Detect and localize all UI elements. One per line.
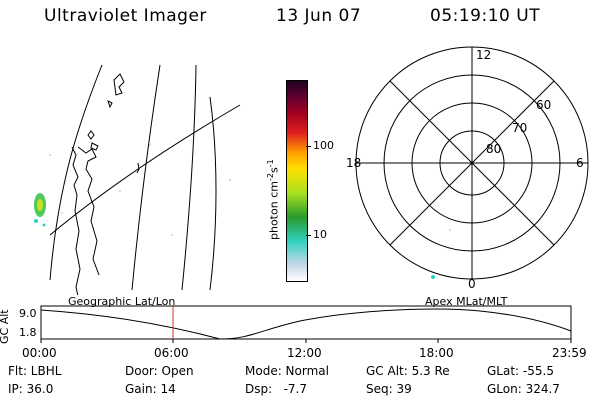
lat-label-70: 70 xyxy=(512,121,527,135)
geographic-image xyxy=(34,64,241,295)
polar-plot: 12 18 6 0 60 70 80 xyxy=(346,46,589,291)
observation-time: 05:19:10 UT xyxy=(430,6,541,26)
mlt-label-12: 12 xyxy=(476,48,491,62)
alt-tick-1-8: 1.8 xyxy=(19,326,37,339)
x-tick-2359: 23:59 xyxy=(552,346,587,360)
lat-lon-grid xyxy=(49,64,241,291)
x-tick-0600: 06:00 xyxy=(154,346,189,360)
info-dsp: Dsp: -7.7 xyxy=(245,382,308,396)
x-tick-1800: 18:00 xyxy=(419,346,454,360)
x-tick-1200: 12:00 xyxy=(287,346,322,360)
info-glon: GLon: 324.7 xyxy=(487,382,560,396)
colorbar-tick-100 xyxy=(306,146,311,147)
x-tick-0000: 00:00 xyxy=(22,346,57,360)
info-seq: Seq: 39 xyxy=(366,382,412,396)
instrument-title: Ultraviolet Imager xyxy=(44,6,207,26)
alt-tick-9: 9.0 xyxy=(19,307,37,320)
polar-emission-speck xyxy=(449,229,451,231)
mlt-label-0: 0 xyxy=(468,277,476,291)
info-door: Door: Open xyxy=(125,364,194,378)
colorbar-label-10: 10 xyxy=(313,228,327,241)
altitude-plot xyxy=(40,305,572,343)
colorbar-tick-10 xyxy=(306,235,311,236)
info-flt: Flt: LBHL xyxy=(8,364,62,378)
colorbar-label-100: 100 xyxy=(313,139,334,152)
mlt-label-18: 18 xyxy=(346,156,361,170)
geographic-label: Geographic Lat/Lon xyxy=(68,295,176,308)
colorbar xyxy=(286,80,308,282)
apex-label: Apex MLat/MLT xyxy=(425,295,508,308)
aurora-emission xyxy=(34,144,231,236)
altitude-plot-frame xyxy=(40,305,572,340)
polar-diagonal-2 xyxy=(389,80,555,246)
info-mode: Mode: Normal xyxy=(245,364,329,378)
mlt-label-6: 6 xyxy=(576,156,584,170)
lat-label-60: 60 xyxy=(536,98,551,112)
info-gain: Gain: 14 xyxy=(125,382,176,396)
coastline xyxy=(71,73,140,295)
lat-label-80: 80 xyxy=(486,142,501,156)
colorbar-unit-label: photon cm-2s-1 xyxy=(266,159,281,240)
altitude-curve xyxy=(40,308,572,340)
alt-axis-title: GC Alt xyxy=(0,309,11,344)
info-ip: IP: 36.0 xyxy=(8,382,54,396)
info-gcalt: GC Alt: 5.3 Re xyxy=(366,364,450,378)
polar-emission-spot xyxy=(431,275,435,279)
info-glat: GLat: -55.5 xyxy=(487,364,554,378)
observation-date: 13 Jun 07 xyxy=(276,6,362,26)
